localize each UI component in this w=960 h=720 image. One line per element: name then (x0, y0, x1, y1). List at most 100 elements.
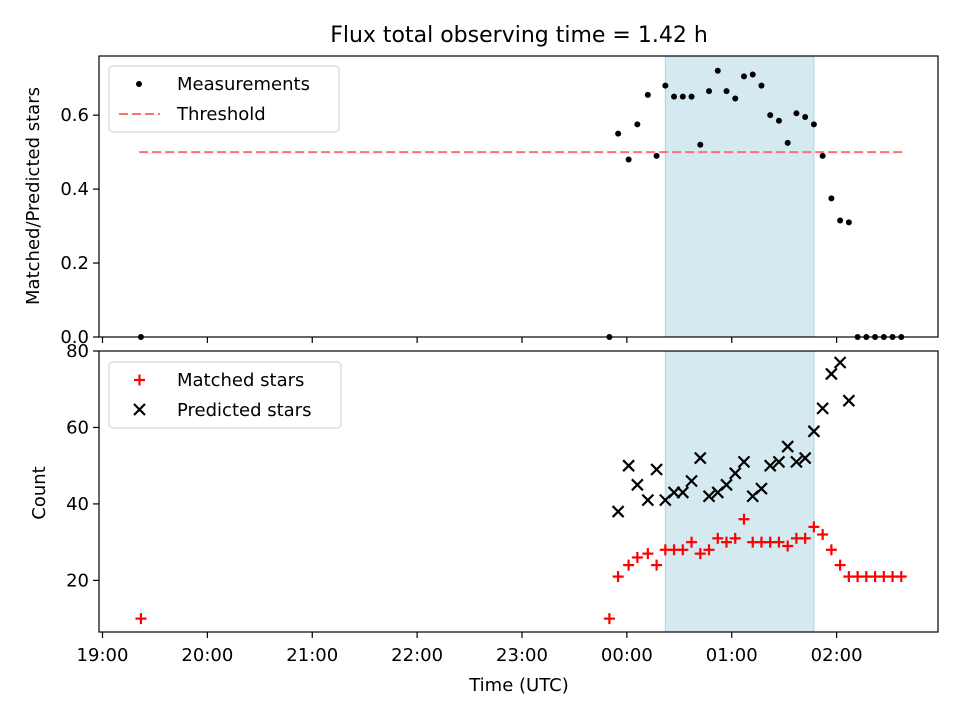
measurement-point (758, 82, 765, 89)
predicted-star-point (842, 394, 856, 407)
predicted-star-point (833, 356, 847, 369)
measurement-point (767, 112, 774, 119)
top-highlight-band (664, 55, 815, 338)
matched-star-point (808, 521, 820, 533)
matched-star-point (686, 536, 698, 548)
measurement-point (706, 88, 713, 95)
top-measurement-points (137, 67, 905, 340)
measurement-point (784, 139, 791, 146)
matched-star-point (631, 551, 643, 563)
top-y-axis-label: Matched/Predicted stars (23, 87, 44, 305)
predicted-star-point (631, 478, 644, 492)
xtick-label: 19:00 (77, 645, 129, 666)
measurement-point (662, 82, 669, 89)
predicted-star-point (737, 455, 751, 469)
predicted-star-point (650, 463, 663, 476)
legend-measurements-marker (136, 81, 142, 87)
predicted-star-point (641, 493, 655, 507)
predicted-star-point (798, 451, 812, 465)
matched-star-point (799, 532, 811, 544)
matched-star-point (651, 559, 663, 571)
matched-star-point (738, 513, 750, 525)
predicted-star-point (763, 459, 777, 472)
chart-title: Flux total observing time = 1.42 h (330, 23, 708, 48)
bottom-ytick-label: 40 (66, 494, 89, 515)
xtick-label: 22:00 (391, 645, 443, 666)
legend-measurements-label: Measurements (177, 74, 310, 95)
top-legend-box (108, 65, 340, 133)
top-ytick-label: 0.0 (60, 327, 89, 348)
measurement-point (828, 195, 835, 202)
bottom-plot-frame (98, 350, 939, 633)
matched-star-point (703, 544, 715, 556)
measurement-point (749, 71, 756, 78)
measurement-point (697, 141, 704, 148)
predicted-star-point (781, 440, 794, 453)
predicted-star-point (622, 459, 635, 472)
measurement-point (644, 91, 651, 98)
matched-star-point (623, 559, 635, 571)
measurement-point (732, 95, 739, 102)
predicted-star-point (807, 425, 821, 438)
legend-threshold-label: Threshold (176, 104, 266, 125)
predicted-star-point (685, 474, 698, 488)
bottom-x-axis: 19:00 20:00 21:00 22:00 23:00 00:00 01:00 02:00 (77, 632, 863, 666)
top-ytick-label: 0.6 (60, 105, 89, 126)
top-plot-frame (98, 55, 939, 338)
top-ytick-label: 0.4 (60, 179, 89, 200)
predicted-star-point (790, 455, 803, 469)
bottom-ytick-label: 20 (66, 570, 89, 591)
matched-star-point (895, 571, 907, 583)
predicted-star-point (720, 478, 733, 492)
matched-star-point (782, 540, 794, 552)
measurement-point (688, 93, 695, 100)
measurement-point (845, 219, 852, 226)
xtick-label: 00:00 (601, 645, 653, 666)
matched-star-point (603, 613, 615, 625)
matched-star-point (825, 544, 837, 556)
top-panel: 0.0 0.2 0.4 0.6 Matched/Predicted stars Mea… (23, 55, 939, 348)
bottom-y-axis: 20 40 60 80 (66, 341, 99, 591)
measurement-point (615, 130, 622, 137)
predicted-star-point (825, 367, 838, 381)
measurement-point (819, 152, 826, 159)
predicted-star-point (755, 482, 768, 495)
legend-matched-label: Matched stars (177, 370, 304, 391)
xtick-label: 20:00 (181, 645, 233, 666)
predicted-star-point (702, 490, 716, 503)
xtick-label: 23:00 (496, 645, 548, 666)
matched-star-point (694, 548, 706, 560)
measurement-point (714, 67, 721, 74)
legend-predicted-label: Predicted stars (177, 400, 311, 421)
bottom-y-axis-label: Count (29, 466, 50, 519)
top-ytick-label: 0.2 (60, 253, 89, 274)
measurement-point (671, 93, 678, 100)
measurement-point (837, 217, 844, 224)
top-band-rect (664, 55, 815, 338)
predicted-star-point (611, 505, 625, 518)
matched-star-point (817, 529, 829, 541)
matched-star-point (773, 536, 785, 548)
top-legend: Measurements Threshold (108, 65, 340, 133)
matched-star-point (135, 613, 147, 625)
xtick-label: 01:00 (706, 645, 758, 666)
matched-star-point (834, 559, 846, 571)
top-y-axis: 0.0 0.2 0.4 0.6 (60, 105, 99, 348)
bottom-highlight-band (664, 350, 815, 633)
measurement-point (653, 152, 660, 159)
bottom-legend-box (108, 361, 342, 429)
measurement-point (775, 117, 782, 124)
measurement-point (793, 110, 800, 117)
predicted-star-point (676, 486, 690, 499)
bottom-panel: 20 40 60 80 19:00 20:00 21:00 22:00 23:00 00:00 0… (29, 341, 939, 696)
bottom-band-rect (664, 350, 815, 633)
matched-star-point (729, 532, 741, 544)
x-axis-label: Time (UTC) (468, 675, 569, 696)
matched-star-point (712, 532, 724, 544)
top-x-ticks (101, 337, 838, 343)
matched-star-point (642, 548, 654, 560)
matched-star-point (721, 536, 733, 548)
predicted-star-point (728, 467, 742, 480)
measurement-point (810, 121, 817, 128)
